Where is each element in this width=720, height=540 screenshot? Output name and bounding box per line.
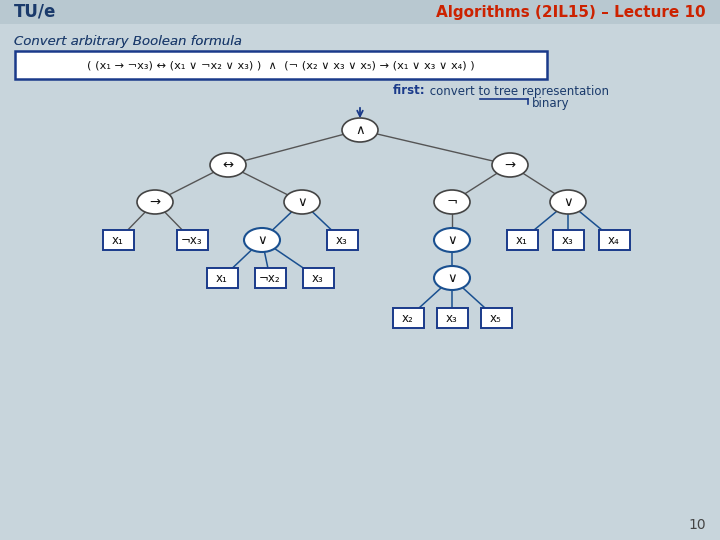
FancyBboxPatch shape <box>552 230 583 250</box>
Bar <box>0 0 720 24</box>
Text: ∧: ∧ <box>355 124 365 137</box>
Text: x₃: x₃ <box>336 233 348 246</box>
Text: x₅: x₅ <box>490 312 502 325</box>
Text: ∨: ∨ <box>297 195 307 208</box>
Text: Convert arbitrary Boolean formula: Convert arbitrary Boolean formula <box>14 36 433 49</box>
Text: x₁: x₁ <box>112 233 124 246</box>
Ellipse shape <box>342 118 378 142</box>
FancyBboxPatch shape <box>254 268 286 288</box>
FancyBboxPatch shape <box>176 230 207 250</box>
Ellipse shape <box>434 266 470 290</box>
FancyBboxPatch shape <box>15 51 547 79</box>
Ellipse shape <box>284 190 320 214</box>
FancyBboxPatch shape <box>392 308 423 328</box>
Text: x₃: x₃ <box>562 233 574 246</box>
Text: ∨: ∨ <box>563 195 573 208</box>
FancyBboxPatch shape <box>480 308 511 328</box>
Text: ¬: ¬ <box>446 195 458 208</box>
Text: x₃: x₃ <box>446 312 458 325</box>
Text: →: → <box>505 159 516 172</box>
Text: Convert arbitrary Boolean formula: Convert arbitrary Boolean formula <box>14 36 246 49</box>
Text: Algorithms (2IL15) – Lecture 10: Algorithms (2IL15) – Lecture 10 <box>436 4 706 19</box>
Text: convert to tree representation: convert to tree representation <box>426 84 609 98</box>
Text: TU/e: TU/e <box>14 3 56 21</box>
Text: Convert arbitrary Boolean formula: Convert arbitrary Boolean formula <box>14 36 246 49</box>
Ellipse shape <box>137 190 173 214</box>
Text: x₁: x₁ <box>516 233 528 246</box>
Ellipse shape <box>434 190 470 214</box>
Ellipse shape <box>434 228 470 252</box>
Text: x₁: x₁ <box>216 272 228 285</box>
Text: x₂: x₂ <box>402 312 414 325</box>
Text: ¬x₂: ¬x₂ <box>259 272 281 285</box>
Text: ∨: ∨ <box>447 272 457 285</box>
Text: ∨: ∨ <box>447 233 457 246</box>
Text: 10: 10 <box>688 518 706 532</box>
FancyBboxPatch shape <box>506 230 538 250</box>
Text: binary: binary <box>532 98 570 111</box>
Text: →: → <box>150 195 161 208</box>
FancyBboxPatch shape <box>302 268 333 288</box>
Text: ¬x₃: ¬x₃ <box>181 233 203 246</box>
FancyBboxPatch shape <box>598 230 629 250</box>
Text: x₄: x₄ <box>608 233 620 246</box>
FancyBboxPatch shape <box>207 268 238 288</box>
Text: ∨: ∨ <box>257 233 267 246</box>
Text: first:: first: <box>393 84 426 98</box>
Ellipse shape <box>550 190 586 214</box>
Text: x₃: x₃ <box>312 272 324 285</box>
FancyBboxPatch shape <box>102 230 133 250</box>
Ellipse shape <box>492 153 528 177</box>
Ellipse shape <box>210 153 246 177</box>
Text: ↔: ↔ <box>222 159 233 172</box>
Text: ( (x₁ → ¬x₃) ↔ (x₁ ∨ ¬x₂ ∨ x₃) )  ∧  (¬ (x₂ ∨ x₃ ∨ x₅) → (x₁ ∨ x₃ ∨ x₄) ): ( (x₁ → ¬x₃) ↔ (x₁ ∨ ¬x₂ ∨ x₃) ) ∧ (¬ (x… <box>87 60 474 70</box>
FancyBboxPatch shape <box>436 308 467 328</box>
FancyBboxPatch shape <box>326 230 358 250</box>
Ellipse shape <box>244 228 280 252</box>
